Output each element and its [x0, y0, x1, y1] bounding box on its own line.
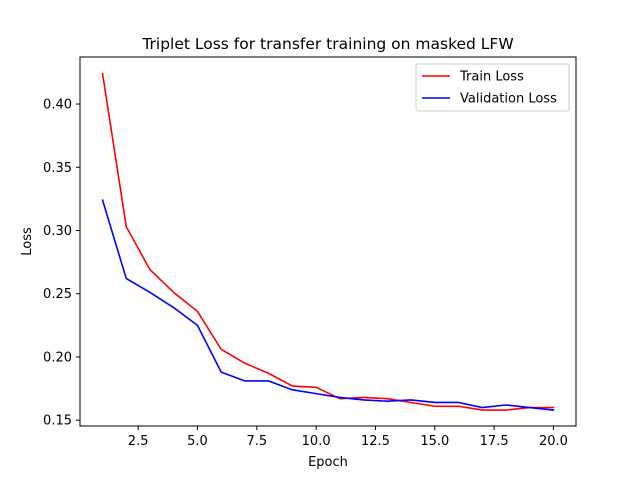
y-tick-label: 0.25	[43, 287, 72, 302]
y-axis: 0.15 0.20 0.25 0.30 0.35 0.40	[43, 98, 80, 429]
x-tick-label: 7.5	[246, 434, 267, 449]
x-tick-label: 10.0	[302, 434, 331, 449]
x-tick-label: 15.0	[420, 434, 449, 449]
y-tick-label: 0.30	[43, 224, 72, 239]
y-tick-label: 0.20	[43, 350, 72, 365]
y-axis-label: Loss	[20, 227, 35, 256]
y-tick-label: 0.40	[43, 98, 72, 113]
legend-label-train-loss: Train Loss	[459, 70, 524, 85]
x-tick-label: 5.0	[187, 434, 208, 449]
x-tick-label: 20.0	[539, 434, 568, 449]
x-axis-label: Epoch	[308, 455, 348, 470]
x-tick-label: 17.5	[480, 434, 509, 449]
x-tick-label: 12.5	[361, 434, 390, 449]
x-axis: 2.5 5.0 7.5 10.0 12.5 15.0 17.5 20.0	[128, 426, 568, 449]
legend-label-validation-loss: Validation Loss	[460, 92, 557, 107]
series-layer	[101, 72, 555, 411]
legend-box	[415, 63, 570, 112]
y-tick-label: 0.35	[43, 161, 72, 176]
series-line-train-loss	[101, 72, 555, 411]
legend: Train Loss Validation Loss	[415, 63, 570, 112]
y-tick-label: 0.15	[43, 414, 72, 429]
series-line-validation-loss	[101, 199, 555, 411]
x-tick-label: 2.5	[128, 434, 149, 449]
chart-title: Triplet Loss for transfer training on ma…	[141, 35, 513, 53]
plot-frame	[79, 56, 577, 427]
